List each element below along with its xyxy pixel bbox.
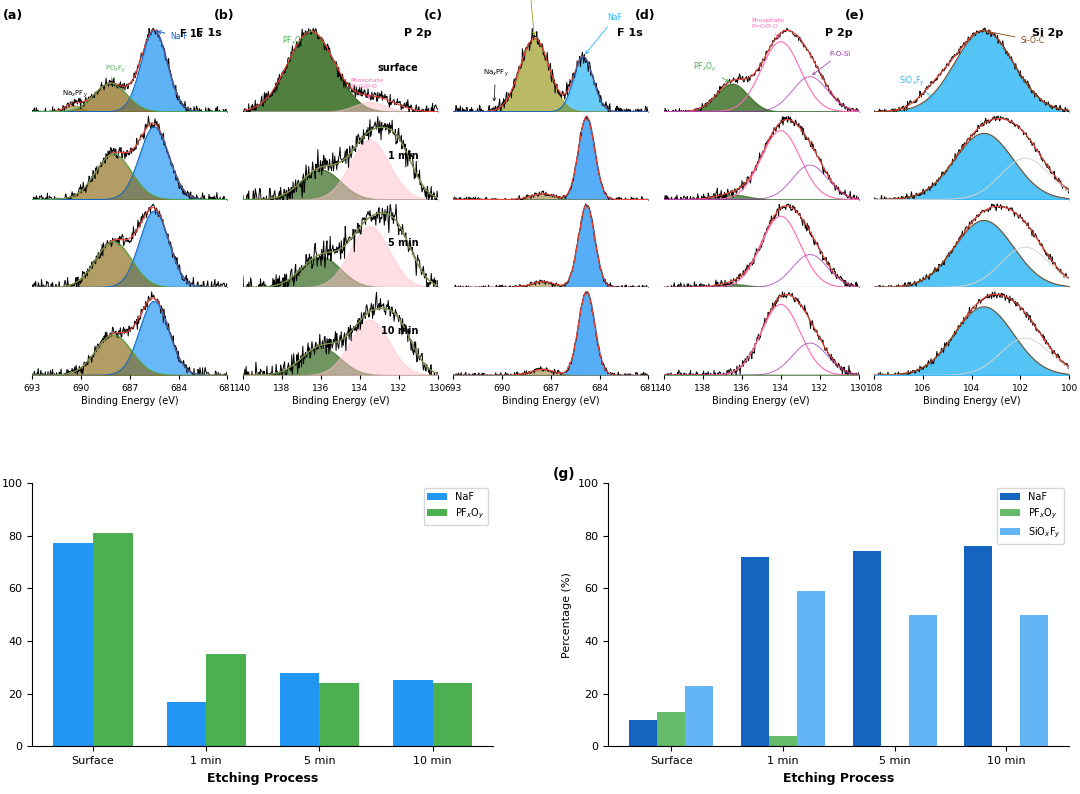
Text: PO$_x$F$_y$: PO$_x$F$_y$ — [106, 64, 127, 81]
Text: P 2p: P 2p — [825, 29, 853, 38]
Text: F 1s: F 1s — [617, 29, 643, 38]
Text: (g): (g) — [553, 467, 576, 480]
Text: (d): (d) — [635, 9, 656, 22]
Bar — [93, 533, 133, 746]
Bar — [433, 683, 472, 746]
Text: P-O-Si: P-O-Si — [813, 51, 851, 75]
Bar — [393, 680, 433, 746]
Text: Phosphate
P=O/P-O: Phosphate P=O/P-O — [350, 78, 383, 98]
Text: Na-F: Na-F — [158, 31, 188, 40]
Bar — [769, 736, 797, 746]
Text: F 1s: F 1s — [180, 29, 203, 39]
Text: (e): (e) — [845, 9, 865, 22]
Bar — [797, 591, 825, 746]
Bar — [280, 673, 320, 746]
Legend: NaF, PF$_x$O$_y$, SiO$_x$F$_y$: NaF, PF$_x$O$_y$, SiO$_x$F$_y$ — [997, 488, 1064, 544]
Bar — [658, 712, 685, 746]
Bar — [853, 551, 880, 746]
Bar — [630, 720, 658, 746]
Bar — [320, 683, 359, 746]
Text: Si-O-C: Si-O-C — [987, 30, 1044, 45]
Text: (a): (a) — [3, 9, 24, 22]
Text: 10 min: 10 min — [381, 326, 418, 337]
Bar — [1021, 615, 1049, 746]
Text: (b): (b) — [214, 9, 234, 22]
X-axis label: Binding Energy (eV): Binding Energy (eV) — [502, 396, 599, 406]
Text: SiO$_x$F$_y$: SiO$_x$F$_y$ — [899, 75, 932, 97]
Text: PO$_x$F$_y$: PO$_x$F$_y$ — [518, 0, 540, 35]
Text: Na$_x$PF$_y$: Na$_x$PF$_y$ — [62, 88, 87, 105]
Bar — [206, 654, 246, 746]
Bar — [964, 546, 993, 746]
Text: 5 min: 5 min — [388, 238, 418, 249]
X-axis label: Binding Energy (eV): Binding Energy (eV) — [923, 396, 1021, 406]
Text: P 2p: P 2p — [404, 29, 432, 38]
Text: surface: surface — [378, 63, 418, 73]
X-axis label: Binding Energy (eV): Binding Energy (eV) — [713, 396, 810, 406]
Text: Phosphate
P=O/P-O: Phosphate P=O/P-O — [752, 17, 784, 39]
Bar — [166, 702, 206, 746]
X-axis label: Etching Process: Etching Process — [783, 772, 894, 784]
Bar — [741, 557, 769, 746]
Text: Na$_x$PF$_y$: Na$_x$PF$_y$ — [483, 67, 509, 101]
X-axis label: Etching Process: Etching Process — [207, 772, 319, 784]
Text: (c): (c) — [424, 9, 443, 22]
Y-axis label: Percentage (%): Percentage (%) — [562, 572, 572, 657]
Legend: NaF, PF$_x$O$_y$: NaF, PF$_x$O$_y$ — [423, 488, 488, 525]
X-axis label: Binding Energy (eV): Binding Energy (eV) — [81, 396, 178, 406]
Text: F 1s: F 1s — [195, 29, 221, 38]
Bar — [908, 615, 936, 746]
Text: 1 min: 1 min — [388, 151, 418, 160]
Text: PF$_x$O$_y$: PF$_x$O$_y$ — [693, 61, 729, 82]
Text: PF$_x$O$_y$: PF$_x$O$_y$ — [282, 32, 311, 48]
Text: Si 2p: Si 2p — [1032, 29, 1064, 38]
Bar — [685, 686, 713, 746]
Bar — [53, 543, 93, 746]
X-axis label: Binding Energy (eV): Binding Energy (eV) — [292, 396, 389, 406]
Text: NaF: NaF — [585, 13, 622, 54]
